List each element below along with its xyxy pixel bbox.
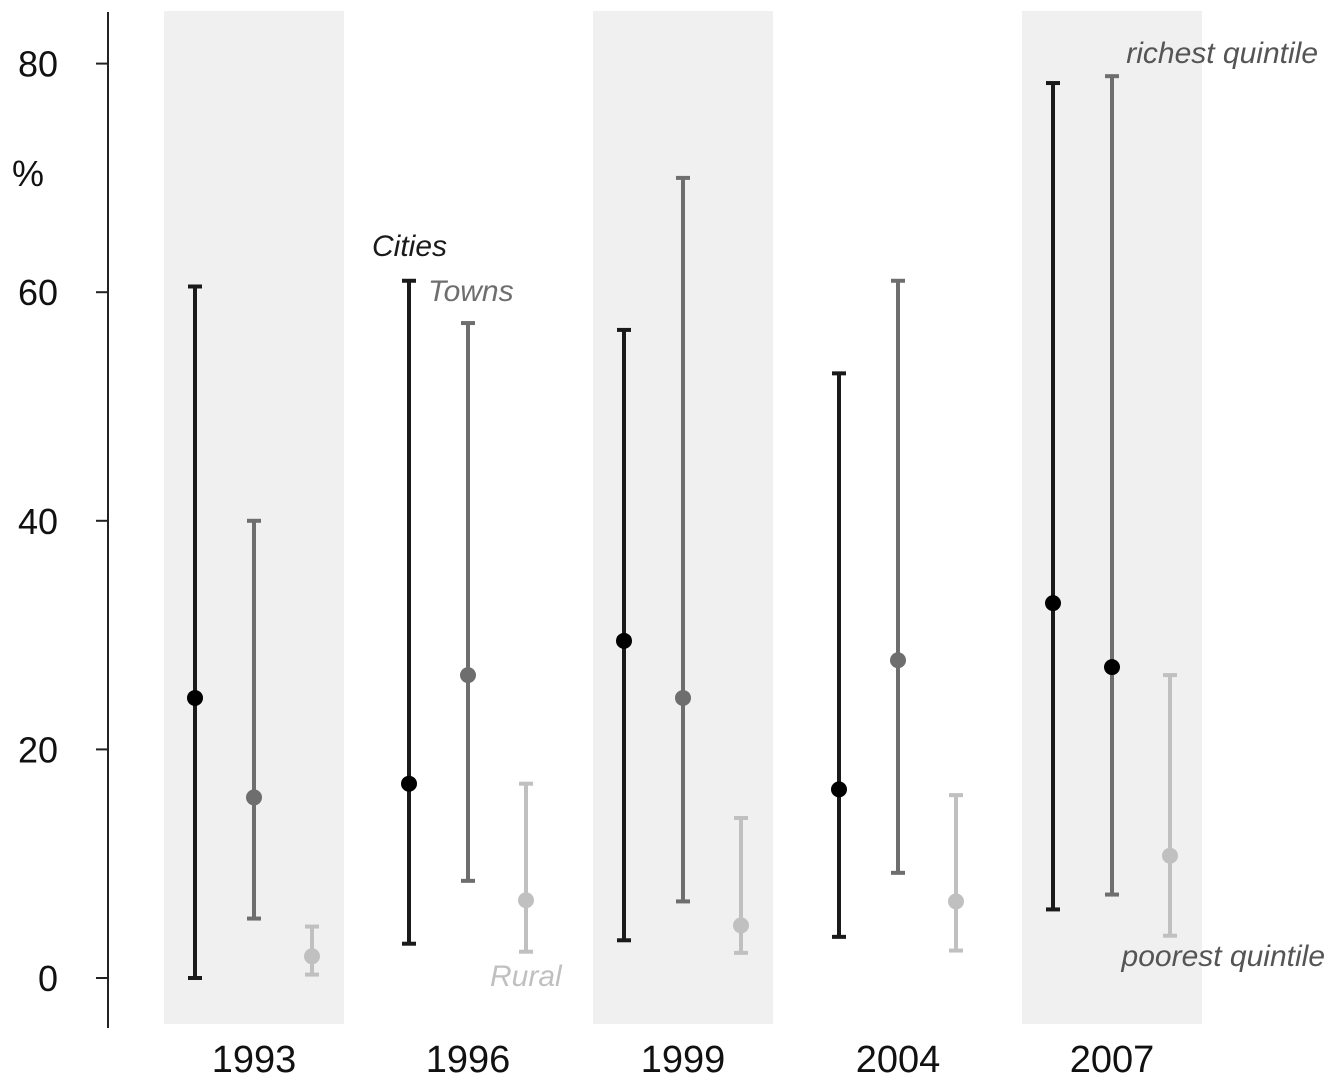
point-towns-1999 (675, 689, 691, 706)
point-rural-1999 (733, 917, 749, 934)
y-tick-label-40: 40 (18, 501, 58, 542)
y-tick-label-0: 0 (38, 958, 58, 999)
point-rural-1996 (518, 892, 534, 909)
point-towns-2004 (890, 652, 906, 669)
annotation-richest-quintile: richest quintile (1126, 37, 1318, 70)
series-layer (187, 74, 1178, 980)
x-label-1999: 1999 (641, 1039, 726, 1079)
y-axis-unit: % (12, 153, 44, 194)
point-rural-1993 (304, 948, 320, 965)
series-rural (304, 673, 1178, 977)
point-towns-1996 (460, 667, 476, 684)
annotation-cities: Cities (372, 230, 447, 263)
point-cities-2004 (831, 781, 847, 798)
point-cities-2007 (1045, 595, 1061, 612)
point-cities-1996 (401, 775, 417, 792)
point-towns-2007 (1104, 659, 1120, 676)
x-label-1993: 1993 (212, 1039, 297, 1079)
x-label-2007: 2007 (1070, 1039, 1155, 1079)
x-label-2004: 2004 (856, 1039, 941, 1079)
annotation-rural: Rural (490, 960, 563, 993)
y-tick-label-80: 80 (18, 44, 58, 85)
point-rural-2004 (948, 893, 964, 910)
point-cities-1999 (616, 632, 632, 649)
series-towns (246, 74, 1120, 921)
point-cities-1993 (187, 689, 203, 706)
annotation-poorest-quintile: poorest quintile (1121, 940, 1325, 973)
y-tick-label-60: 60 (18, 272, 58, 313)
annotation-towns: Towns (428, 275, 514, 308)
x-label-1996: 1996 (426, 1039, 511, 1079)
y-tick-label-20: 20 (18, 729, 58, 770)
series-cities (187, 81, 1061, 980)
point-towns-1993 (246, 789, 262, 806)
point-rural-2007 (1162, 847, 1178, 864)
y-axis: 0 20 40 60 80% (12, 12, 109, 1028)
label-layer: 1993 1996 1999 2004 2007 Cities Towns Rural rich… (212, 37, 1325, 1079)
